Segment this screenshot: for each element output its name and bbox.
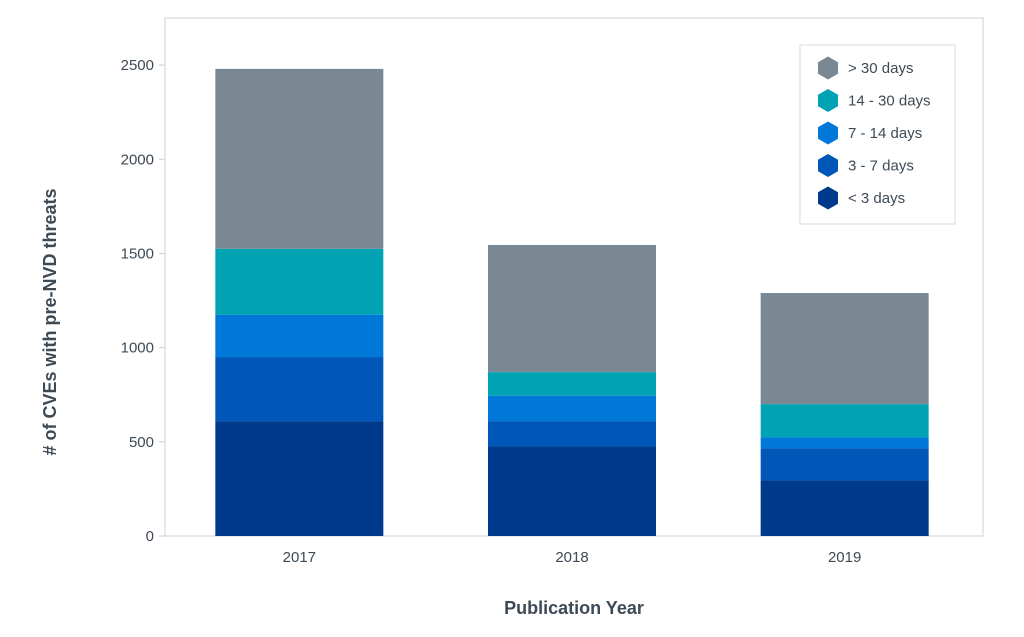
- bar-segment: [488, 395, 656, 422]
- bar-segment: [760, 437, 929, 449]
- legend-label: > 30 days: [848, 60, 913, 77]
- legend-swatch-icon: [818, 154, 838, 177]
- bar-segment: [215, 357, 384, 422]
- y-tick-label: 2500: [121, 57, 154, 74]
- legend-label: 7 - 14 days: [848, 125, 922, 142]
- x-tick-label: 2017: [283, 549, 316, 566]
- x-axis: 2017 2018 2019: [283, 549, 862, 566]
- bar-segment: [215, 421, 384, 536]
- legend-swatch-icon: [818, 56, 838, 80]
- x-axis-title: Publication Year: [504, 598, 644, 618]
- y-tick-label: 2000: [121, 151, 154, 168]
- bar-segment: [215, 314, 384, 358]
- legend-swatch-icon: [818, 186, 838, 210]
- y-tick-label: 0: [146, 528, 154, 545]
- bar-segment: [488, 372, 656, 396]
- bar-segment: [760, 448, 929, 481]
- legend-swatch-icon: [818, 121, 838, 145]
- bar-segment: [215, 68, 384, 249]
- legend: > 30 days 14 - 30 days 7 - 14 days 3 - 7 da…: [799, 44, 956, 225]
- y-axis-title: # of CVEs with pre-NVD threats: [40, 188, 60, 455]
- y-tick-label: 500: [129, 434, 154, 451]
- bar-segment: [488, 421, 656, 447]
- legend-label: < 3 days: [848, 190, 905, 207]
- bars: [215, 68, 929, 536]
- bar-segment: [215, 248, 384, 315]
- legend-swatch-icon: [818, 89, 838, 112]
- x-tick-label: 2018: [555, 549, 588, 566]
- y-axis: 0 500 1000 1500 2000 2500: [121, 57, 165, 545]
- legend-label: 14 - 30 days: [848, 93, 931, 110]
- bar-segment: [760, 480, 929, 536]
- y-tick-label: 1500: [121, 245, 154, 262]
- bar-segment: [488, 446, 656, 536]
- x-tick-label: 2019: [828, 549, 861, 566]
- y-tick-label: 1000: [121, 340, 154, 357]
- bar-segment: [760, 293, 929, 405]
- bar-segment: [760, 404, 929, 438]
- bar-segment: [488, 244, 656, 373]
- legend-label: 3 - 7 days: [848, 158, 914, 175]
